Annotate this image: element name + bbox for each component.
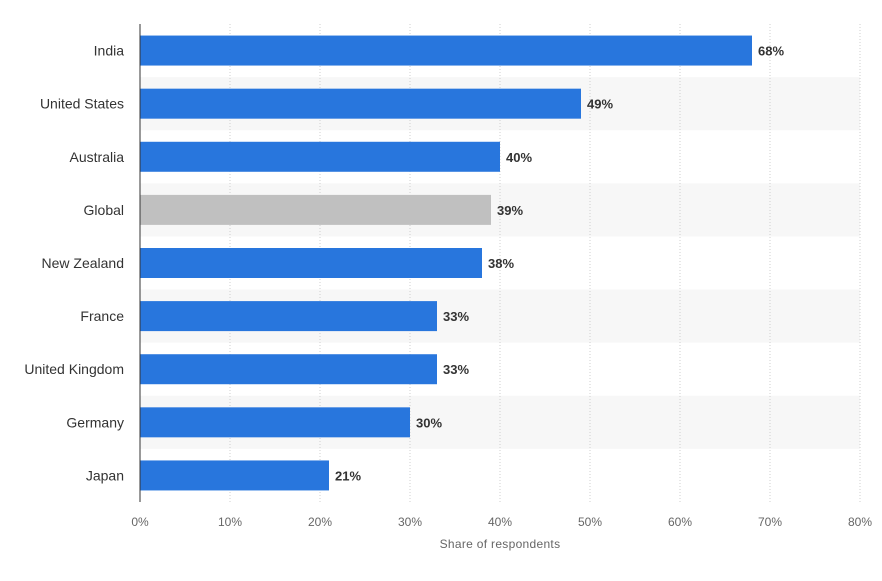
x-tick-labels: 0% 10% 20% 30% 40% 50% 60% 70% 80% bbox=[131, 515, 872, 529]
bars bbox=[140, 35, 752, 491]
bar-india[interactable] bbox=[140, 35, 752, 66]
bar-new-zealand[interactable] bbox=[140, 248, 482, 278]
row-bands bbox=[140, 77, 860, 449]
data-label: 39% bbox=[497, 203, 523, 218]
category-label: United Kingdom bbox=[24, 361, 124, 377]
data-label: 33% bbox=[443, 309, 469, 324]
x-axis-title: Share of respondents bbox=[440, 537, 561, 551]
data-label: 30% bbox=[416, 415, 442, 430]
bar-united-states[interactable] bbox=[140, 88, 581, 119]
category-label: United States bbox=[40, 96, 124, 112]
x-tick-label: 60% bbox=[668, 515, 692, 529]
category-label: Germany bbox=[66, 414, 124, 430]
bar-japan[interactable] bbox=[140, 460, 329, 491]
bar-france[interactable] bbox=[140, 301, 437, 332]
data-label: 49% bbox=[587, 97, 613, 112]
data-label: 40% bbox=[506, 150, 532, 165]
x-tick-label: 10% bbox=[218, 515, 242, 529]
x-tick-label: 50% bbox=[578, 515, 602, 529]
category-label: Global bbox=[84, 202, 124, 218]
data-label: 21% bbox=[335, 468, 361, 483]
category-label: Japan bbox=[86, 467, 124, 483]
bar-germany[interactable] bbox=[140, 407, 410, 438]
category-label: Australia bbox=[70, 149, 125, 165]
x-tick-label: 70% bbox=[758, 515, 782, 529]
data-label: 38% bbox=[488, 256, 514, 271]
bar-united-kingdom[interactable] bbox=[140, 354, 437, 385]
category-label: India bbox=[94, 43, 125, 59]
category-labels: India United States Australia Global New Zea… bbox=[24, 43, 124, 484]
category-label: France bbox=[80, 308, 124, 324]
data-labels: 68% 49% 40% 39% 38% 33% 33% 30% 21% bbox=[335, 44, 784, 484]
data-label: 68% bbox=[758, 44, 784, 59]
category-label: New Zealand bbox=[42, 255, 125, 271]
data-label: 33% bbox=[443, 362, 469, 377]
x-tick-label: 0% bbox=[131, 515, 149, 529]
x-tick-label: 30% bbox=[398, 515, 422, 529]
bar-australia[interactable] bbox=[140, 141, 500, 172]
x-tick-label: 40% bbox=[488, 515, 512, 529]
x-tick-label: 80% bbox=[848, 515, 872, 529]
x-tick-label: 20% bbox=[308, 515, 332, 529]
bar-global[interactable] bbox=[140, 194, 491, 225]
